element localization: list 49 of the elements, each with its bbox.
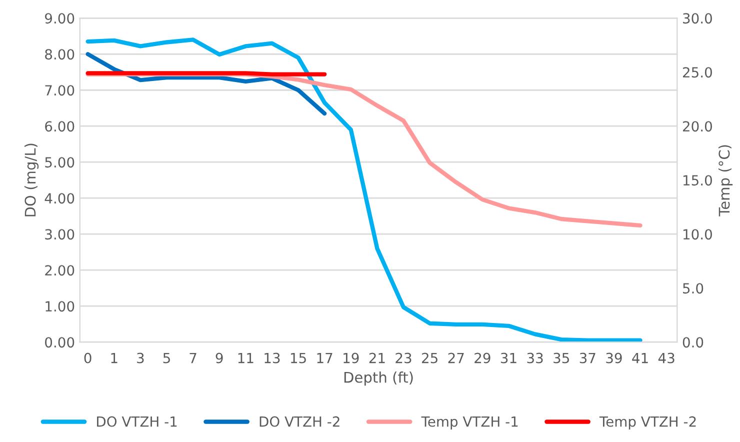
y-tick-label: 9.00 bbox=[45, 13, 74, 24]
x-tick-label: 17 bbox=[317, 352, 332, 364]
x-tick-label: 9 bbox=[216, 352, 223, 364]
x-tick-label: 21 bbox=[369, 352, 385, 364]
x-tick-label: 39 bbox=[606, 352, 622, 364]
x-tick-label: 7 bbox=[190, 352, 196, 364]
y-tick-label: 5.00 bbox=[45, 157, 74, 168]
y-axis-title: DO (mg/L) bbox=[24, 144, 39, 216]
x-tick-label: 29 bbox=[474, 352, 490, 364]
x-tick-label: 3 bbox=[137, 352, 144, 364]
x-tick-label: 23 bbox=[396, 352, 412, 364]
y-tick-label: 4.00 bbox=[44, 193, 74, 204]
legend-label: DO VTZH -2 bbox=[260, 416, 340, 427]
line-series bbox=[86, 52, 327, 116]
y2-tick-label: 5.0 bbox=[683, 283, 704, 294]
legend-label: Temp VTZH -1 bbox=[421, 416, 518, 430]
y2-tick-label: 30.0 bbox=[683, 13, 712, 24]
x-tick-label: 35 bbox=[554, 352, 569, 364]
x-tick-label: 41 bbox=[632, 352, 648, 364]
x-tick-label: 19 bbox=[344, 352, 359, 364]
x-tick-label: 13 bbox=[264, 352, 280, 364]
x-tick-label: 33 bbox=[527, 352, 543, 364]
x-tick-label: 27 bbox=[448, 352, 464, 364]
y2-axis-title: Temp (°C) bbox=[718, 145, 733, 216]
y-tick-label: 3.00 bbox=[45, 229, 74, 240]
x-tick-label: 11 bbox=[238, 352, 254, 364]
x-axis-title: Depth (ft) bbox=[344, 372, 413, 386]
line-series bbox=[86, 38, 642, 342]
y-tick-label: 8.00 bbox=[45, 49, 74, 60]
legend-label: DO VTZH -1 bbox=[97, 416, 177, 427]
y-tick-label: 2.00 bbox=[45, 265, 74, 276]
x-tick-label: 37 bbox=[580, 352, 596, 364]
x-tick-label: 25 bbox=[422, 352, 438, 364]
y2-tick-label: 15.0 bbox=[683, 175, 712, 186]
y2-tick-label: 20.0 bbox=[682, 121, 712, 132]
y2-tick-label: 25.0 bbox=[682, 67, 712, 78]
y-tick-label: 0.00 bbox=[45, 337, 74, 348]
x-tick-label: 5 bbox=[163, 352, 170, 364]
x-tick-label: 43 bbox=[658, 352, 674, 364]
x-tick-label: 31 bbox=[500, 352, 516, 364]
y-tick-label: 7.00 bbox=[45, 85, 74, 96]
y2-tick-label: 10.0 bbox=[683, 229, 712, 240]
x-tick-label: 1 bbox=[111, 352, 118, 364]
x-tick-label: 15 bbox=[290, 352, 306, 364]
legend-label: Temp VTZH -2 bbox=[599, 416, 696, 430]
y2-tick-label: 0.0 bbox=[682, 337, 704, 348]
y-tick-label: 6.00 bbox=[45, 121, 74, 132]
y-tick-label: 1.00 bbox=[46, 301, 74, 312]
x-tick-label: 0 bbox=[84, 352, 92, 364]
